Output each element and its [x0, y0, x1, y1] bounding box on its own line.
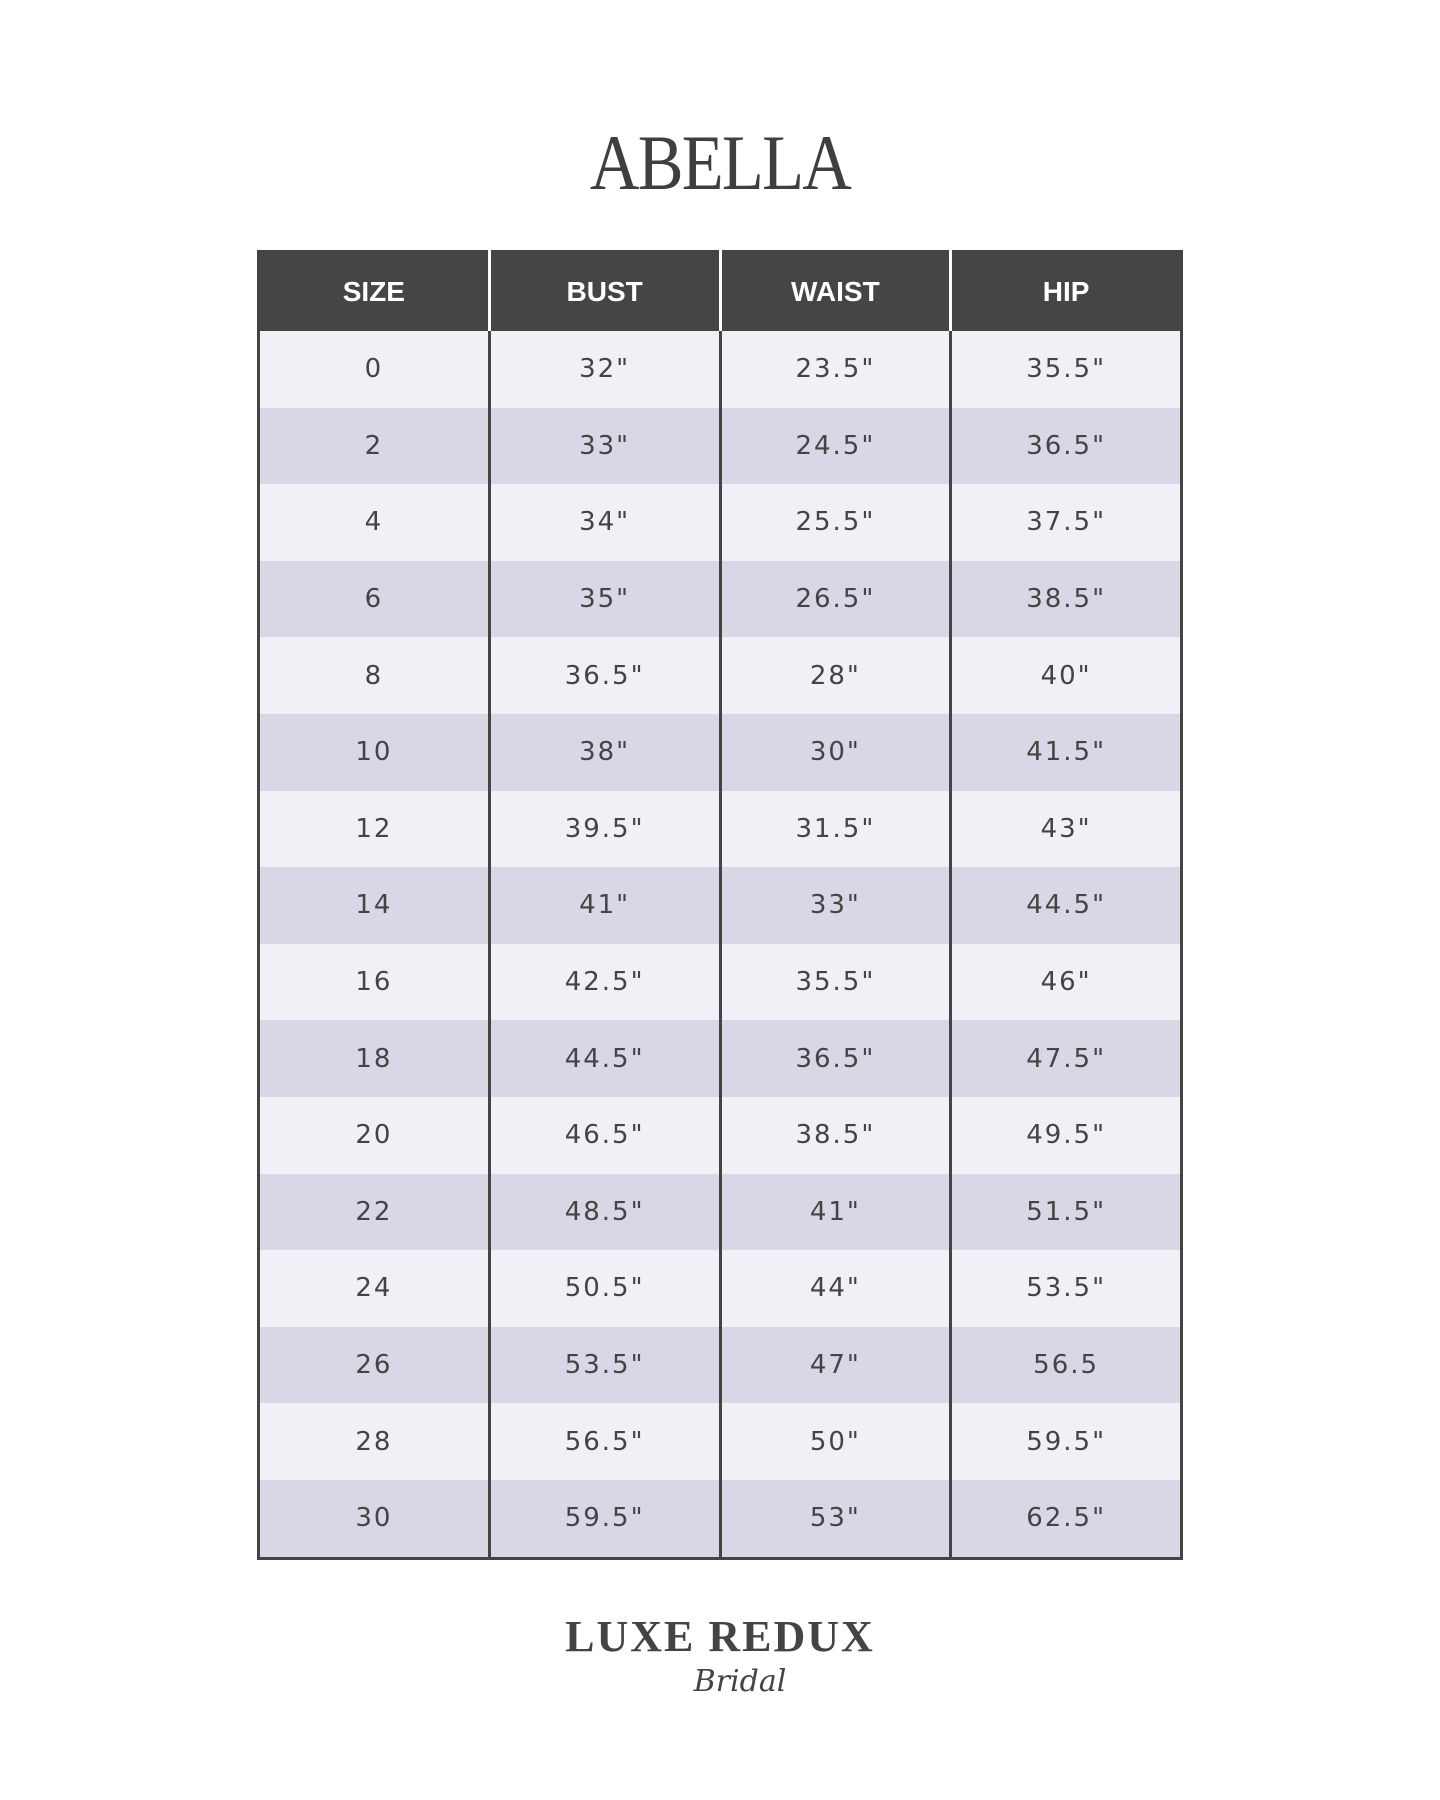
- table-row: 0 32" 23.5" 35.5": [258, 331, 1182, 408]
- size-cell: 20: [258, 1096, 490, 1174]
- table-row: 12 39.5" 31.5" 43": [258, 790, 1182, 868]
- hip-cell: 51.5": [949, 1173, 1182, 1251]
- waist-cell: 30": [718, 713, 951, 791]
- bust-cell: 39.5": [487, 790, 720, 868]
- table-row: 10 38" 30" 41.5": [258, 713, 1182, 791]
- logo-script-text: Bridal: [693, 1664, 787, 1699]
- bust-cell: 59.5": [487, 1479, 720, 1558]
- hip-cell: 38.5": [949, 560, 1182, 638]
- table-row: 26 53.5" 47" 56.5: [258, 1326, 1182, 1404]
- bust-cell: 32": [487, 331, 720, 408]
- waist-cell: 25.5": [718, 484, 951, 561]
- bust-cell: 53.5": [487, 1326, 720, 1404]
- hip-cell: 36.5": [949, 407, 1182, 485]
- table-row: 2 33" 24.5" 36.5": [258, 407, 1182, 485]
- hip-cell: 46": [949, 943, 1182, 1021]
- header-waist: WAIST: [718, 251, 951, 331]
- table-row: 18 44.5" 36.5" 47.5": [258, 1020, 1182, 1097]
- hip-cell: 56.5: [949, 1326, 1182, 1404]
- table-row: 4 34" 25.5" 37.5": [258, 484, 1182, 561]
- logo-main-text: LUXE REDUX: [565, 1612, 875, 1661]
- hip-cell: 37.5": [949, 484, 1182, 561]
- hip-cell: 40": [949, 637, 1182, 714]
- table-row: 28 56.5" 50" 59.5": [258, 1403, 1182, 1480]
- table-row: 22 48.5" 41" 51.5": [258, 1173, 1182, 1251]
- hip-cell: 53.5": [949, 1250, 1182, 1327]
- size-cell: 30: [258, 1479, 490, 1558]
- bust-cell: 38": [487, 713, 720, 791]
- table-row: 8 36.5" 28" 40": [258, 637, 1182, 714]
- hip-cell: 44.5": [949, 867, 1182, 944]
- size-cell: 26: [258, 1326, 490, 1404]
- bust-cell: 48.5": [487, 1173, 720, 1251]
- waist-cell: 24.5": [718, 407, 951, 485]
- page-title: ABELLA: [589, 119, 852, 206]
- hip-cell: 49.5": [949, 1096, 1182, 1174]
- hip-cell: 47.5": [949, 1020, 1182, 1097]
- bust-cell: 35": [487, 560, 720, 638]
- size-cell: 0: [258, 331, 490, 408]
- waist-cell: 41": [718, 1173, 951, 1251]
- table-row: 16 42.5" 35.5" 46": [258, 943, 1182, 1021]
- size-cell: 6: [258, 560, 490, 638]
- table-body: 0 32" 23.5" 35.5" 2 33" 24.5" 36.5" 4 34" 25.5" 37.…: [258, 331, 1182, 1558]
- table-row: 14 41" 33" 44.5": [258, 867, 1182, 944]
- size-chart-table: SIZE BUST WAIST HIP 0 32" 23.5" 35.5" 2 33" 24…: [257, 250, 1183, 1560]
- bust-cell: 42.5": [487, 943, 720, 1021]
- size-cell: 14: [258, 867, 490, 944]
- waist-cell: 26.5": [718, 560, 951, 638]
- size-cell: 12: [258, 790, 490, 868]
- bust-cell: 44.5": [487, 1020, 720, 1097]
- table-header-row: SIZE BUST WAIST HIP: [258, 251, 1182, 331]
- table-row: 20 46.5" 38.5" 49.5": [258, 1096, 1182, 1174]
- header-bust: BUST: [487, 251, 720, 331]
- bust-cell: 46.5": [487, 1096, 720, 1174]
- header-hip: HIP: [949, 251, 1182, 331]
- size-cell: 24: [258, 1250, 490, 1327]
- waist-cell: 35.5": [718, 943, 951, 1021]
- table-row: 6 35" 26.5" 38.5": [258, 560, 1182, 638]
- waist-cell: 44": [718, 1250, 951, 1327]
- hip-cell: 35.5": [949, 331, 1182, 408]
- size-cell: 8: [258, 637, 490, 714]
- brand-logo: LUXE REDUX Bridal: [0, 1612, 1440, 1700]
- waist-cell: 31.5": [718, 790, 951, 868]
- table-row: 30 59.5" 53" 62.5": [258, 1479, 1182, 1558]
- bust-cell: 50.5": [487, 1250, 720, 1327]
- hip-cell: 43": [949, 790, 1182, 868]
- size-cell: 16: [258, 943, 490, 1021]
- size-cell: 28: [258, 1403, 490, 1480]
- bust-cell: 33": [487, 407, 720, 485]
- waist-cell: 36.5": [718, 1020, 951, 1097]
- waist-cell: 28": [718, 637, 951, 714]
- waist-cell: 47": [718, 1326, 951, 1404]
- table-row: 24 50.5" 44" 53.5": [258, 1250, 1182, 1327]
- waist-cell: 50": [718, 1403, 951, 1480]
- bust-cell: 56.5": [487, 1403, 720, 1480]
- bust-cell: 41": [487, 867, 720, 944]
- hip-cell: 41.5": [949, 713, 1182, 791]
- size-cell: 22: [258, 1173, 490, 1251]
- waist-cell: 23.5": [718, 331, 951, 408]
- size-cell: 4: [258, 484, 490, 561]
- size-cell: 18: [258, 1020, 490, 1097]
- size-cell: 2: [258, 407, 490, 485]
- waist-cell: 53": [718, 1479, 951, 1558]
- hip-cell: 59.5": [949, 1403, 1182, 1480]
- hip-cell: 62.5": [949, 1479, 1182, 1558]
- header-size: SIZE: [258, 251, 490, 331]
- size-cell: 10: [258, 713, 490, 791]
- waist-cell: 33": [718, 867, 951, 944]
- waist-cell: 38.5": [718, 1096, 951, 1174]
- bust-cell: 36.5": [487, 637, 720, 714]
- bust-cell: 34": [487, 484, 720, 561]
